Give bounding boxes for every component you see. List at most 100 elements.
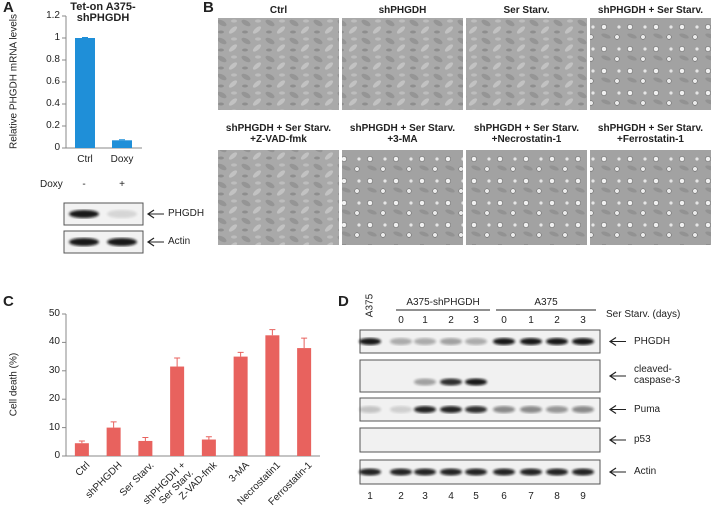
image-label: shPHGDH: [378, 5, 427, 16]
error-bar: [82, 36, 88, 38]
y-tick-label: 40: [48, 336, 60, 348]
protein-label: PHGDH: [168, 208, 205, 219]
group-label: A375-shPHGDH: [406, 297, 480, 308]
error-bar: [174, 357, 181, 367]
image-label: shPHGDH + Ser Starv. +3-MA: [349, 123, 456, 145]
micrograph: [342, 150, 463, 245]
arrow-head: [608, 371, 617, 381]
day-label: 3: [473, 315, 479, 326]
day-label: 1: [528, 315, 534, 326]
day-label: 2: [448, 315, 454, 326]
blot-band: [440, 378, 462, 386]
micrograph: [466, 18, 587, 110]
blot-band: [390, 338, 412, 345]
blot-band: [520, 338, 542, 345]
lane-number: 3: [422, 491, 428, 502]
chart-title: Tet-on A375-shPHGDH: [70, 1, 136, 24]
error-bar: [269, 329, 276, 336]
lane-number: 2: [398, 491, 404, 502]
blot-band: [520, 406, 542, 413]
lane-number: 8: [554, 491, 560, 502]
day-label: 0: [501, 315, 507, 326]
y-axis-label: Cell death (%): [8, 352, 20, 417]
image-label: shPHGDH + Ser Starv. +Z-VAD-fmk: [225, 123, 332, 145]
y-axis-label: Relative PHGDH mRNA levels: [8, 13, 20, 150]
error-bar: [110, 421, 117, 428]
day-label: 2: [554, 315, 560, 326]
blot-band: [493, 406, 515, 413]
y-tick-label: 0.8: [46, 54, 60, 65]
bar: [74, 443, 89, 456]
y-tick-label: 0.2: [46, 120, 60, 131]
y-tick-label: 20: [48, 393, 60, 405]
arrow-head: [608, 467, 617, 477]
micrograph: [590, 18, 711, 110]
blot-band: [107, 238, 137, 246]
bar: [75, 38, 95, 148]
bar: [170, 366, 185, 456]
blot-band: [69, 238, 99, 246]
blot: [63, 230, 144, 254]
blot-band: [493, 338, 515, 345]
bar: [297, 348, 312, 456]
y-tick-label: 0.6: [46, 76, 60, 87]
lane-label: +: [119, 179, 125, 190]
protein-label: Actin: [168, 236, 191, 247]
panel-label: C: [3, 293, 14, 310]
error-bar: [119, 139, 125, 141]
blot: [359, 359, 601, 393]
bar: [233, 356, 248, 456]
lane-number: 7: [528, 491, 534, 502]
lane-number: 6: [501, 491, 507, 502]
blot-band: [465, 406, 487, 413]
blot-band: [493, 468, 515, 476]
blot-band: [390, 468, 412, 476]
y-tick-label: 30: [48, 364, 60, 376]
bar: [265, 335, 280, 456]
blot-band: [69, 210, 99, 218]
blot-band: [546, 468, 568, 476]
blot-band: [359, 406, 381, 413]
protein-label: PHGDH: [634, 335, 671, 347]
error-bar: [237, 351, 244, 357]
blot-band: [359, 338, 381, 345]
micrograph: [466, 150, 587, 245]
image-label: shPHGDH + Ser Starv.: [597, 5, 704, 16]
micrograph: [590, 150, 711, 245]
blot-band: [465, 338, 487, 345]
arrow-head: [608, 435, 617, 445]
blot-band: [440, 468, 462, 476]
arrow-head: [608, 337, 617, 346]
x-tick-label: Ctrl: [77, 154, 93, 165]
blot-band: [414, 468, 436, 476]
error-bar: [142, 437, 149, 441]
bar: [112, 140, 132, 148]
micrograph: [218, 150, 339, 245]
bar: [201, 439, 216, 456]
blot-band: [572, 338, 594, 345]
blot: [63, 202, 144, 226]
blot-band: [414, 378, 436, 386]
cell-line-label: A375: [364, 293, 376, 318]
y-tick-label: 1: [54, 32, 60, 43]
bar: [138, 440, 153, 456]
blot-band: [572, 468, 594, 476]
arrow-head: [146, 237, 155, 247]
blot-band: [440, 338, 462, 345]
panel-label: A: [3, 0, 14, 16]
lane-number: 1: [367, 491, 373, 502]
blot-band: [390, 406, 412, 413]
bar: [106, 427, 121, 456]
micrograph: [342, 18, 463, 110]
y-tick-label: 0: [54, 142, 60, 153]
y-tick-label: 0: [54, 450, 60, 461]
blot-band: [465, 468, 487, 476]
blot-band: [107, 210, 137, 218]
y-tick-label: 10: [48, 421, 60, 433]
blot-band: [440, 406, 462, 413]
x-tick-label: Doxy: [110, 154, 134, 165]
lane-number: 9: [580, 491, 586, 502]
lane-number: 4: [448, 491, 454, 502]
day-label: 0: [398, 315, 404, 326]
